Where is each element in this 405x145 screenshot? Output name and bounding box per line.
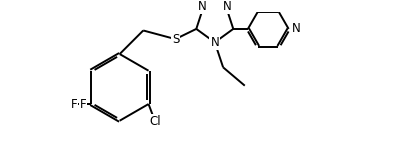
Text: F: F	[70, 98, 77, 110]
Text: N: N	[210, 36, 219, 49]
Text: S: S	[171, 33, 179, 46]
Text: N: N	[198, 0, 206, 13]
Text: Cl: Cl	[149, 115, 161, 128]
Text: F: F	[79, 98, 86, 110]
Text: N: N	[291, 22, 299, 35]
Text: S: S	[171, 33, 179, 46]
Text: N: N	[222, 0, 231, 13]
